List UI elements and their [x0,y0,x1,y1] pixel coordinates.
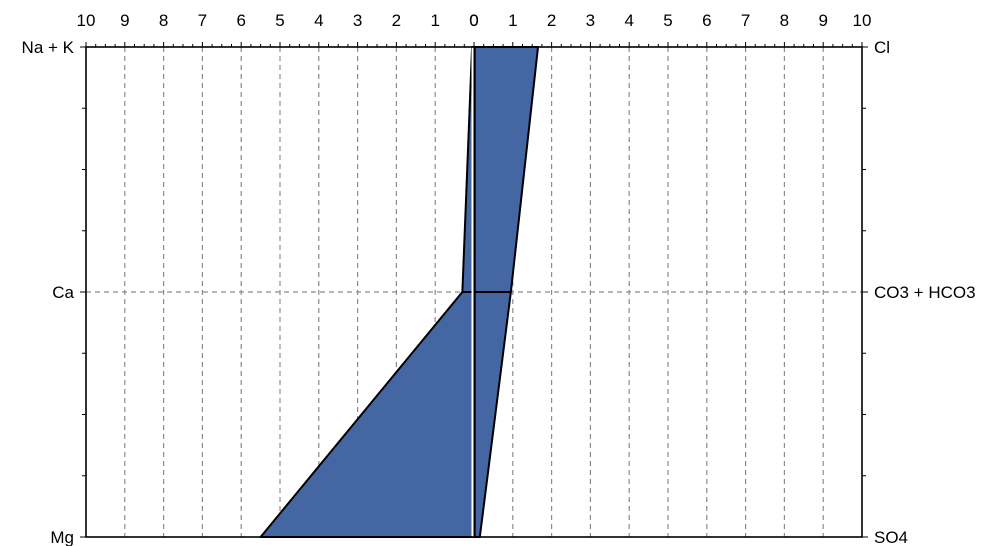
top-tick-label-right: 1 [508,11,517,30]
top-tick-label-left: 8 [159,11,168,30]
top-tick-label-left: 9 [120,11,129,30]
top-tick-label-left: 5 [275,11,284,30]
top-tick-label-left: 1 [430,11,439,30]
anion-label: Cl [874,38,890,57]
cation-label: Ca [52,283,74,302]
top-tick-label-right: 4 [624,11,633,30]
top-tick-label-right: 3 [586,11,595,30]
top-tick-label-left: 2 [392,11,401,30]
top-tick-label-right: 6 [702,11,711,30]
top-tick-label-left: 6 [236,11,245,30]
top-tick-label-left: 7 [198,11,207,30]
top-tick-label-right: 5 [663,11,672,30]
anion-label: CO3 + HCO3 [874,283,976,302]
top-tick-label-left: 0 [469,11,478,30]
top-tick-label-right: 8 [780,11,789,30]
top-tick-label-right: 2 [547,11,556,30]
top-tick-label-right: 9 [818,11,827,30]
top-tick-label-right: 0 [469,11,478,30]
top-tick-label-right: 10 [853,11,872,30]
tick-layer [80,42,868,538]
top-tick-label-left: 3 [353,11,362,30]
cation-label: Na + K [22,38,75,57]
anion-label: SO4 [874,528,908,546]
top-tick-label-right: 7 [741,11,750,30]
cation-label: Mg [50,528,74,546]
top-tick-label-left: 4 [314,11,323,30]
top-tick-label-left: 10 [77,11,96,30]
